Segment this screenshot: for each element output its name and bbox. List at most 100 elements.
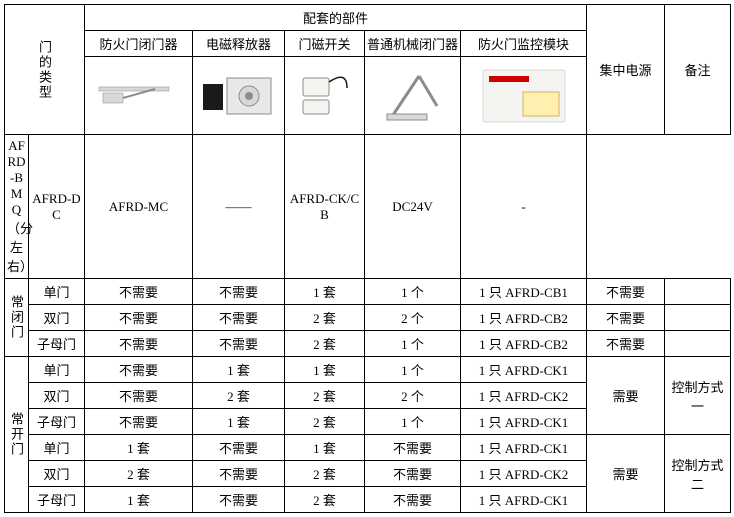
g1r3-door: 子母门	[29, 331, 85, 357]
model-closer: AFRD-BMQ（分左右）	[5, 135, 29, 279]
g2r4c4: 不需要	[365, 435, 461, 461]
g2-power-a: 需要	[587, 357, 665, 435]
g1r2c4: 2 个	[365, 305, 461, 331]
img-closer	[85, 57, 193, 135]
img-monitor	[461, 57, 587, 135]
model-power: DC24V	[365, 135, 461, 279]
g2-single-a: 常开门 单门 不需要 1 套 1 套 1 个 1 只 AFRD-CK1 需要 控…	[5, 357, 731, 383]
g1r3c5: 1 只 AFRD-CB2	[461, 331, 587, 357]
img-magnet	[285, 57, 365, 135]
g1r2-door: 双门	[29, 305, 85, 331]
g1r3c7	[665, 331, 731, 357]
g2r2c1: 不需要	[85, 383, 193, 409]
g2r4c2: 不需要	[193, 435, 285, 461]
model-mech: ——	[193, 135, 285, 279]
g2r1c2: 1 套	[193, 357, 285, 383]
group1-text: 常闭门	[7, 295, 26, 340]
group1-label: 常闭门	[5, 279, 29, 357]
fire-door-config-table: 门的类型 配套的部件 集中电源 备注 防火门闭门器 电磁释放器 门磁开关 普通机…	[4, 4, 731, 513]
col-magnet: 门磁开关	[285, 31, 365, 57]
img-release	[193, 57, 285, 135]
g1r1c6: 不需要	[587, 279, 665, 305]
door-type-label: 门的类型	[35, 40, 54, 100]
g1r2c1: 不需要	[85, 305, 193, 331]
model-monitor: AFRD-CK/CB	[285, 135, 365, 279]
g1r3c3: 2 套	[285, 331, 365, 357]
g2r3c5: 1 只 AFRD-CK1	[461, 409, 587, 435]
g2r5c4: 不需要	[365, 461, 461, 487]
g2r2-door: 双门	[29, 383, 85, 409]
g2-single-b: 单门 1 套 不需要 1 套 不需要 1 只 AFRD-CK1 需要 控制方式二	[5, 435, 731, 461]
model-row: AFRD-BMQ（分左右） AFRD-DC AFRD-MC —— AFRD-CK…	[5, 135, 731, 279]
g2r2c2: 2 套	[193, 383, 285, 409]
g2-remark-b: 控制方式二	[665, 435, 731, 513]
g2r6c4: 不需要	[365, 487, 461, 513]
g1r2c6: 不需要	[587, 305, 665, 331]
monitor-icon	[479, 66, 569, 126]
group2-label: 常开门	[5, 357, 29, 513]
model-magnet: AFRD-MC	[85, 135, 193, 279]
g1r3c6: 不需要	[587, 331, 665, 357]
header-door-type: 门的类型	[5, 5, 85, 135]
g1r1c3: 1 套	[285, 279, 365, 305]
g1r2c7	[665, 305, 731, 331]
g1-child: 子母门 不需要 不需要 2 套 1 个 1 只 AFRD-CB2 不需要	[5, 331, 731, 357]
g2r1c4: 1 个	[365, 357, 461, 383]
mech-icon	[383, 66, 443, 126]
g1r1c5: 1 只 AFRD-CB1	[461, 279, 587, 305]
g1r1c1: 不需要	[85, 279, 193, 305]
g2r5c3: 2 套	[285, 461, 365, 487]
g2r4-door: 单门	[29, 435, 85, 461]
header-remark: 备注	[665, 5, 731, 135]
g1r3c2: 不需要	[193, 331, 285, 357]
header-row-1: 门的类型 配套的部件 集中电源 备注	[5, 5, 731, 31]
col-monitor: 防火门监控模块	[461, 31, 587, 57]
model-remark: -	[461, 135, 587, 279]
g2r1c1: 不需要	[85, 357, 193, 383]
g1-double: 双门 不需要 不需要 2 套 2 个 1 只 AFRD-CB2 不需要	[5, 305, 731, 331]
g2r6c1: 1 套	[85, 487, 193, 513]
g2r2c3: 2 套	[285, 383, 365, 409]
col-release: 电磁释放器	[193, 31, 285, 57]
g2r1-door: 单门	[29, 357, 85, 383]
g2-power-b: 需要	[587, 435, 665, 513]
g2r4c5: 1 只 AFRD-CK1	[461, 435, 587, 461]
g2r2c4: 2 个	[365, 383, 461, 409]
g2r5-door: 双门	[29, 461, 85, 487]
col-closer: 防火门闭门器	[85, 31, 193, 57]
g1r2c3: 2 套	[285, 305, 365, 331]
img-mech	[365, 57, 461, 135]
g2r3-door: 子母门	[29, 409, 85, 435]
g1r2c2: 不需要	[193, 305, 285, 331]
magnet-icon	[297, 68, 353, 124]
g2r1c5: 1 只 AFRD-CK1	[461, 357, 587, 383]
g1r1c4: 1 个	[365, 279, 461, 305]
g2r5c2: 不需要	[193, 461, 285, 487]
g2-remark-a: 控制方式一	[665, 357, 731, 435]
header-power: 集中电源	[587, 5, 665, 135]
g1r1c7	[665, 279, 731, 305]
release-icon	[199, 74, 279, 118]
model-release: AFRD-DC	[29, 135, 85, 279]
header-components: 配套的部件	[85, 5, 587, 31]
group2-text: 常开门	[7, 412, 26, 457]
g1r1-door: 单门	[29, 279, 85, 305]
g2r3c3: 2 套	[285, 409, 365, 435]
g2r2c5: 1 只 AFRD-CK2	[461, 383, 587, 409]
g2r6c2: 不需要	[193, 487, 285, 513]
g2r4c3: 1 套	[285, 435, 365, 461]
closer-icon	[97, 81, 181, 111]
g2r5c1: 2 套	[85, 461, 193, 487]
g2r1c3: 1 套	[285, 357, 365, 383]
g2r3c1: 不需要	[85, 409, 193, 435]
g1r3c1: 不需要	[85, 331, 193, 357]
g1r1c2: 不需要	[193, 279, 285, 305]
g2r6-door: 子母门	[29, 487, 85, 513]
g2r4c1: 1 套	[85, 435, 193, 461]
g2r6c3: 2 套	[285, 487, 365, 513]
g1r2c5: 1 只 AFRD-CB2	[461, 305, 587, 331]
g2r6c5: 1 只 AFRD-CK1	[461, 487, 587, 513]
g1r3c4: 1 个	[365, 331, 461, 357]
g2r3c4: 1 个	[365, 409, 461, 435]
g2r3c2: 1 套	[193, 409, 285, 435]
